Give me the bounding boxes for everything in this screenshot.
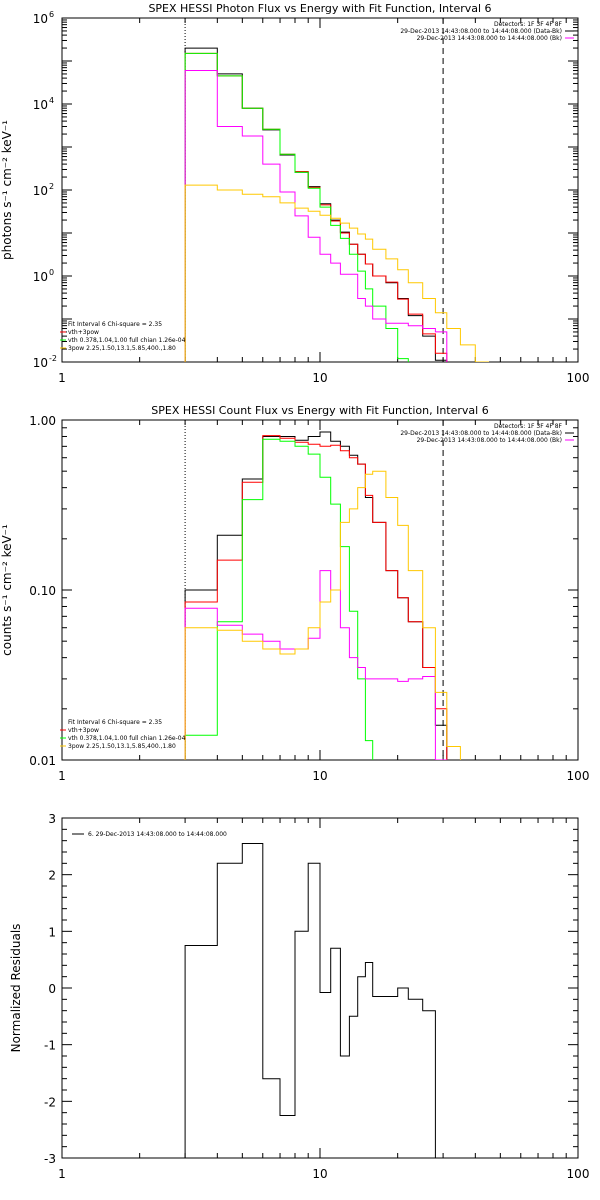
legend-top-left-entry: 6. 29-Dec-2013 14:43:08.000 to 14:44:08.…	[88, 831, 227, 838]
legend-bottom-left-entry: vth 0.378,1.04,1.00 full chian 1.26e-04	[68, 735, 186, 742]
chart-panel-3: Normalized Residuals 1 10 100 -3 -2 -1 0 1 2 3 6. 2…	[9, 812, 590, 1181]
series-green-step	[184, 438, 374, 760]
y-tick-label: 10	[33, 270, 48, 284]
y-axis-label: counts s⁻¹ cm⁻² keV⁻¹	[0, 524, 14, 656]
legend-top-right-entry: 29-Dec-2013 14:43:08.000 to 14:44:08.000…	[400, 430, 562, 437]
chart-title: SPEX HESSI Photon Flux vs Energy with Fi…	[148, 2, 491, 15]
series-yellow-step	[184, 470, 461, 760]
y-tick-label: 1.00	[29, 414, 56, 428]
y-tick-label: 0.01	[29, 754, 56, 768]
y-tick-exponent: 2	[49, 182, 54, 191]
legend-bottom-left-entry: vth 0.378,1.04,1.00 full chian 1.26e-04	[68, 337, 186, 344]
y-tick-label: -3	[44, 1152, 56, 1166]
legend-bottom-left-entry: Fit Interval 6 Chi-square = 2.35	[68, 719, 162, 726]
series-magenta-step	[184, 70, 448, 362]
x-tick-label: 10	[312, 769, 327, 783]
series-black-step	[184, 431, 448, 760]
legend-bottom-left-entry: vth+3pow	[68, 329, 99, 336]
x-tick-label: 100	[567, 1167, 590, 1181]
y-tick-label: 0	[48, 982, 56, 996]
y-tick-exponent: 0	[49, 268, 54, 277]
x-tick-label: 1	[58, 1167, 66, 1181]
series-black-step	[184, 843, 436, 1158]
legend-top-right-entry: 29-Dec-2013 14:43:08.000 to 14:44:08.000…	[417, 35, 562, 42]
x-tick-label: 100	[567, 769, 590, 783]
y-tick-exponent: 4	[49, 96, 54, 105]
series-yellow-step	[184, 184, 489, 362]
y-axis-label: photons s⁻¹ cm⁻² keV⁻¹	[0, 120, 14, 260]
y-tick-label: 10	[33, 98, 48, 112]
legend-top-right-entry: Detectors: 1F 3F 4F 8F	[494, 21, 563, 28]
legend-top-right-entry: 29-Dec-2013 14:43:08.000 to 14:44:08.000…	[400, 28, 562, 35]
y-tick-label: 2	[48, 869, 56, 883]
x-tick-label: 10	[312, 371, 327, 385]
x-tick-label: 1	[58, 769, 66, 783]
y-tick-exponent: 6	[49, 10, 54, 19]
chart-panel-2: SPEX HESSI Count Flux vs Energy with Fit…	[0, 404, 590, 783]
legend-bottom-left-entry: Fit Interval 6 Chi-square = 2.35	[68, 321, 162, 328]
series-green-step	[184, 52, 409, 362]
y-tick-label: -2	[44, 1095, 56, 1109]
legend-bottom-left-entry: 3pow 2.25,1.50,13.1,5.85,400.,1.80	[68, 345, 176, 352]
y-tick-label: 3	[48, 812, 56, 826]
y-tick-label: 1	[48, 925, 56, 939]
legend-bottom-left-entry: vth+3pow	[68, 727, 99, 734]
y-tick-label: 0.10	[29, 584, 56, 598]
y-tick-label: 10	[33, 184, 48, 198]
y-tick-label: 10	[33, 12, 48, 26]
x-tick-label: 10	[312, 1167, 327, 1181]
series-red-step	[184, 435, 448, 760]
y-tick-label: 10	[33, 356, 48, 370]
y-tick-label: -1	[44, 1039, 56, 1053]
x-tick-label: 1	[58, 371, 66, 385]
y-tick-exponent: -2	[49, 354, 57, 363]
legend-top-right-entry: Detectors: 1F 3F 4F 8F	[494, 423, 563, 430]
series-black-step	[184, 47, 448, 362]
series-red-step	[184, 52, 448, 362]
chart-title: SPEX HESSI Count Flux vs Energy with Fit…	[151, 404, 488, 417]
series-magenta-step	[184, 570, 448, 760]
legend-bottom-left-entry: 3pow 2.25,1.50,13.1,5.85,400.,1.80	[68, 743, 176, 750]
chart-panel-1: SPEX HESSI Photon Flux vs Energy with Fi…	[0, 2, 590, 385]
legend-top-right-entry: 29-Dec-2013 14:43:08.000 to 14:44:08.000…	[417, 437, 562, 444]
x-tick-label: 100	[567, 371, 590, 385]
y-axis-label: Normalized Residuals	[9, 924, 23, 1053]
